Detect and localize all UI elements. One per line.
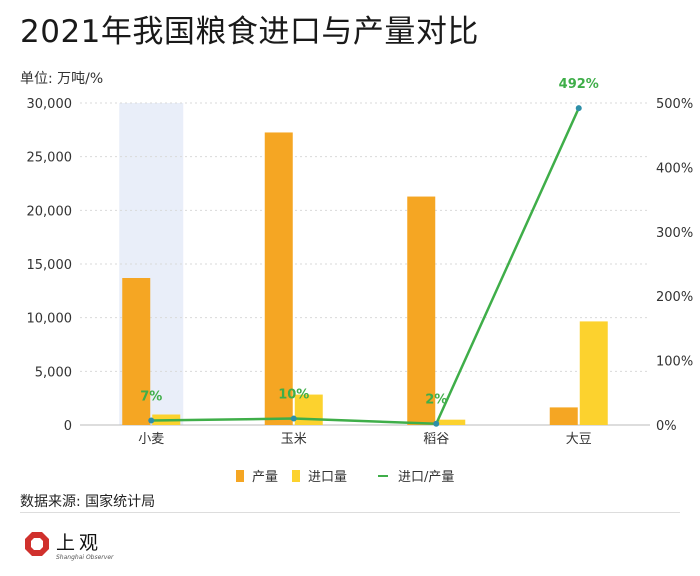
- legend-item-production: 产量: [236, 466, 278, 485]
- bar-production: [264, 132, 293, 425]
- y-left-tick-label: 25,000: [27, 151, 73, 166]
- y-left-tick-label: 30,000: [27, 97, 73, 112]
- legend: 产量 进口量 进口/产量: [0, 466, 700, 486]
- y-right-tick-label: 100%: [656, 355, 693, 370]
- ratio-data-label: 10%: [278, 388, 309, 403]
- y-right-tick-label: 300%: [656, 226, 693, 241]
- logo-mark-icon: [25, 532, 49, 556]
- ratio-point: [433, 420, 440, 427]
- legend-swatch-production: [236, 469, 244, 482]
- legend-item-ratio: 进口/产量: [378, 466, 454, 485]
- chart-canvas: 0 5,000 10,000 15,000 20,000 25,000 30,000 0% 10…: [27, 77, 694, 447]
- y-left-tick-label: 5,000: [35, 365, 72, 380]
- ratio-line: [151, 107, 580, 425]
- data-source: 数据来源: 国家统计局: [20, 494, 156, 510]
- legend-swatch-imports: [292, 469, 300, 482]
- y-left-tick-label: 20,000: [27, 204, 73, 219]
- legend-item-imports: 进口量: [292, 466, 347, 485]
- logo-text-en: Shanghai Observer: [56, 554, 114, 561]
- chart-title: 2021年我国粮食进口与产量对比: [20, 14, 479, 50]
- legend-label-ratio: 进口/产量: [398, 470, 455, 485]
- y-left-tick-label: 15,000: [27, 258, 73, 273]
- y-left-tick-label: 0: [64, 419, 72, 434]
- ratio-point: [290, 415, 297, 422]
- bar-imports: [579, 321, 608, 425]
- bar-imports: [437, 419, 466, 425]
- footer-divider: [20, 512, 680, 513]
- bar-production: [407, 196, 436, 425]
- ratio-data-label: 7%: [140, 389, 162, 404]
- ratio-data-label: 492%: [559, 77, 599, 92]
- x-tick-label: 小麦: [138, 432, 164, 447]
- bar-production: [122, 278, 151, 425]
- ratio-data-label: 2%: [425, 393, 447, 408]
- x-tick-label: 稻谷: [423, 432, 449, 447]
- publisher-logo: 上观 Shanghai Observer: [22, 528, 142, 568]
- y-right-tick-label: 500%: [656, 97, 693, 112]
- unit-label: 单位: 万吨/%: [20, 71, 104, 87]
- ratio-point: [575, 105, 582, 112]
- legend-label-imports: 进口量: [308, 470, 348, 485]
- y-right-tick-label: 0%: [656, 419, 677, 434]
- legend-swatch-ratio: [378, 474, 388, 477]
- y-right-tick-label: 200%: [656, 290, 693, 305]
- bar-production: [549, 407, 578, 425]
- ratio-point: [148, 417, 155, 424]
- x-tick-label: 玉米: [281, 432, 307, 447]
- legend-label-production: 产量: [252, 470, 279, 485]
- x-tick-label: 大豆: [566, 432, 592, 447]
- y-right-tick-label: 400%: [656, 161, 693, 176]
- y-left-tick-label: 10,000: [27, 312, 73, 327]
- logo-text-cn: 上观: [56, 532, 103, 554]
